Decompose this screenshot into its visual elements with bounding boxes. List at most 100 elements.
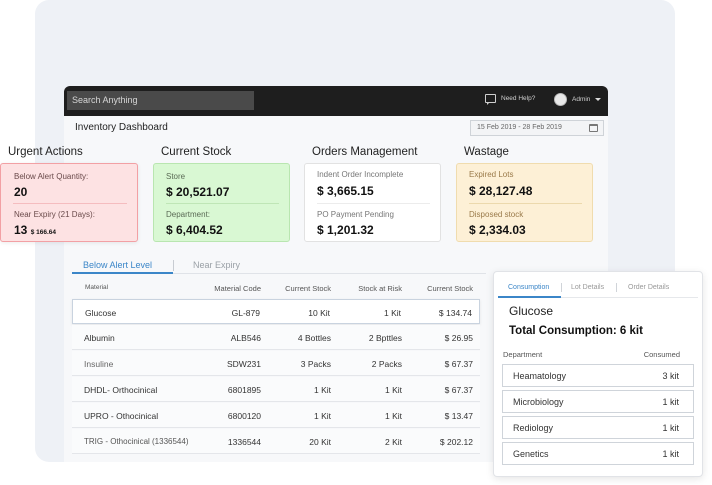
cell-risk: 1 Kit <box>384 385 402 395</box>
indent-order-value: $ 3,665.15 <box>317 184 374 198</box>
divider <box>317 203 430 204</box>
header-current-stock-value: Current Stock <box>427 284 473 293</box>
cell-risk: 1 Kit <box>384 411 402 421</box>
cell-stock: 3 Packs <box>300 359 331 369</box>
divider <box>13 203 127 204</box>
store-label: Store <box>166 172 186 181</box>
avatar <box>554 93 567 106</box>
consumed-value: 3 kit <box>662 371 679 381</box>
cell-code: ALB546 <box>230 333 261 343</box>
inventory-table: Material Material Code Current Stock Sto… <box>72 282 480 454</box>
list-item[interactable]: Heamatology 3 kit <box>502 364 694 387</box>
header-material-code: Material Code <box>214 284 261 293</box>
cell-stock: 10 Kit <box>308 308 330 318</box>
help-label: Need Help? <box>501 95 536 102</box>
cell-value: $ 67.37 <box>444 385 473 395</box>
urgent-actions-card[interactable]: Below Alert Quantity: 20 Near Expiry (21… <box>0 163 138 242</box>
cell-code: 6800120 <box>227 411 261 421</box>
divider <box>469 203 582 204</box>
department-label: Department: <box>166 210 211 219</box>
expired-lots-value: $ 28,127.48 <box>469 184 533 198</box>
cell-value: $ 26.95 <box>444 333 473 343</box>
cell-material: Insuline <box>84 359 114 369</box>
divider <box>166 203 279 204</box>
po-payment-label: PO Payment Pending <box>317 210 394 219</box>
orders-management-card[interactable]: Indent Order Incomplete $ 3,665.15 PO Pa… <box>304 163 441 242</box>
orders-management-title: Orders Management <box>312 146 418 158</box>
tab-below-alert-level[interactable]: Below Alert Level <box>83 260 153 270</box>
cell-material: Glucose <box>85 308 117 318</box>
list-item[interactable]: Genetics 1 kit <box>502 442 694 465</box>
cell-code: SDW231 <box>226 359 261 369</box>
detail-title: Glucose <box>509 304 554 318</box>
department-name: Heamatology <box>513 371 567 381</box>
wastage-card[interactable]: Expired Lots $ 28,127.48 Disposed stock … <box>456 163 593 242</box>
cell-value: $ 13.47 <box>444 411 473 421</box>
cell-code: 6801895 <box>227 385 261 395</box>
tab-divider <box>173 260 174 271</box>
date-range-picker[interactable]: 15 Feb 2019 - 28 Feb 2019 <box>470 120 604 136</box>
near-expiry-amount: $ 166.64 <box>30 229 57 236</box>
cell-material: UPRO - Othocinical <box>84 411 159 421</box>
cell-risk: 2 Bpttles <box>368 333 402 343</box>
cell-code: GL-879 <box>231 308 260 318</box>
tab-lot-details[interactable]: Lot Details <box>571 284 605 291</box>
store-value: $ 20,521.07 <box>166 185 230 199</box>
wastage-title: Wastage <box>464 146 509 158</box>
current-stock-title: Current Stock <box>161 146 232 158</box>
cell-risk: 2 Packs <box>371 359 402 369</box>
consumed-value: 1 kit <box>662 449 679 459</box>
help-button[interactable]: Need Help? <box>485 94 536 105</box>
near-expiry-label: Near Expiry (21 Days): <box>14 210 95 219</box>
search-input[interactable]: Search Anything <box>67 91 254 110</box>
tab-near-expiry[interactable]: Near Expiry <box>193 260 241 270</box>
table-header: Material Material Code Current Stock Sto… <box>72 282 480 298</box>
chevron-down-icon <box>595 98 602 101</box>
list-item[interactable]: Rediology 1 kit <box>502 416 694 439</box>
disposed-stock-label: Disposed stock <box>469 210 524 219</box>
department-name: Genetics <box>513 449 549 459</box>
cell-risk: 1 Kit <box>383 308 401 318</box>
cell-stock: 1 Kit <box>313 411 331 421</box>
cell-code: 1336544 <box>227 437 261 447</box>
total-consumption: Total Consumption: 6 kit <box>509 325 643 337</box>
cell-stock: 20 Kit <box>309 437 331 447</box>
indent-order-label: Indent Order Incomplete <box>317 170 404 179</box>
consumption-detail-panel: Consumption Lot Details Order Details Gl… <box>493 271 703 477</box>
table-row[interactable]: TRIG - Othocinical (1336544) 1336544 20 … <box>72 429 480 454</box>
date-range-value: 15 Feb 2019 - 28 Feb 2019 <box>477 124 562 131</box>
list-tabs: Below Alert Level Near Expiry <box>72 258 486 274</box>
department-name: Rediology <box>513 423 554 433</box>
po-payment-value: $ 1,201.32 <box>317 223 374 237</box>
expired-lots-label: Expired Lots <box>469 170 514 179</box>
cell-stock: 1 Kit <box>313 385 331 395</box>
cell-material: DHDL- Orthocinical <box>84 385 158 395</box>
top-bar: Search Anything Need Help? Admin <box>64 86 608 116</box>
active-tab-indicator <box>498 296 561 298</box>
disposed-stock-value: $ 2,334.03 <box>469 223 526 237</box>
department-value: $ 6,404.52 <box>166 223 223 237</box>
list-item[interactable]: Microbiology 1 kit <box>502 390 694 413</box>
consumed-value: 1 kit <box>662 423 679 433</box>
table-row[interactable]: DHDL- Orthocinical 6801895 1 Kit 1 Kit $… <box>72 377 480 402</box>
tab-order-details[interactable]: Order Details <box>628 284 670 291</box>
consumed-value: 1 kit <box>662 397 679 407</box>
header-stock-at-risk: Stock at Risk <box>358 284 402 293</box>
table-row[interactable]: Insuline SDW231 3 Packs 2 Packs $ 67.37 <box>72 351 480 376</box>
page-title: Inventory Dashboard <box>75 122 168 133</box>
user-menu[interactable]: Admin <box>554 93 602 106</box>
near-expiry-value: 13 $ 166.64 <box>14 223 56 237</box>
calendar-icon[interactable] <box>589 124 598 132</box>
urgent-actions-title: Urgent Actions <box>8 146 83 158</box>
table-row[interactable]: UPRO - Othocinical 6800120 1 Kit 1 Kit $… <box>72 403 480 428</box>
cell-material: Albumin <box>84 333 115 343</box>
table-row[interactable]: Albumin ALB546 4 Bottles 2 Bpttles $ 26.… <box>72 325 480 350</box>
tab-divider <box>561 283 562 292</box>
header-department: Department <box>503 350 543 359</box>
cell-value: $ 67.37 <box>444 359 473 369</box>
current-stock-card[interactable]: Store $ 20,521.07 Department: $ 6,404.52 <box>153 163 290 242</box>
table-row[interactable]: Glucose GL-879 10 Kit 1 Kit $ 134.74 <box>72 299 480 324</box>
below-alert-value: 20 <box>14 185 28 199</box>
user-label: Admin <box>572 96 591 103</box>
tab-consumption[interactable]: Consumption <box>508 284 550 291</box>
